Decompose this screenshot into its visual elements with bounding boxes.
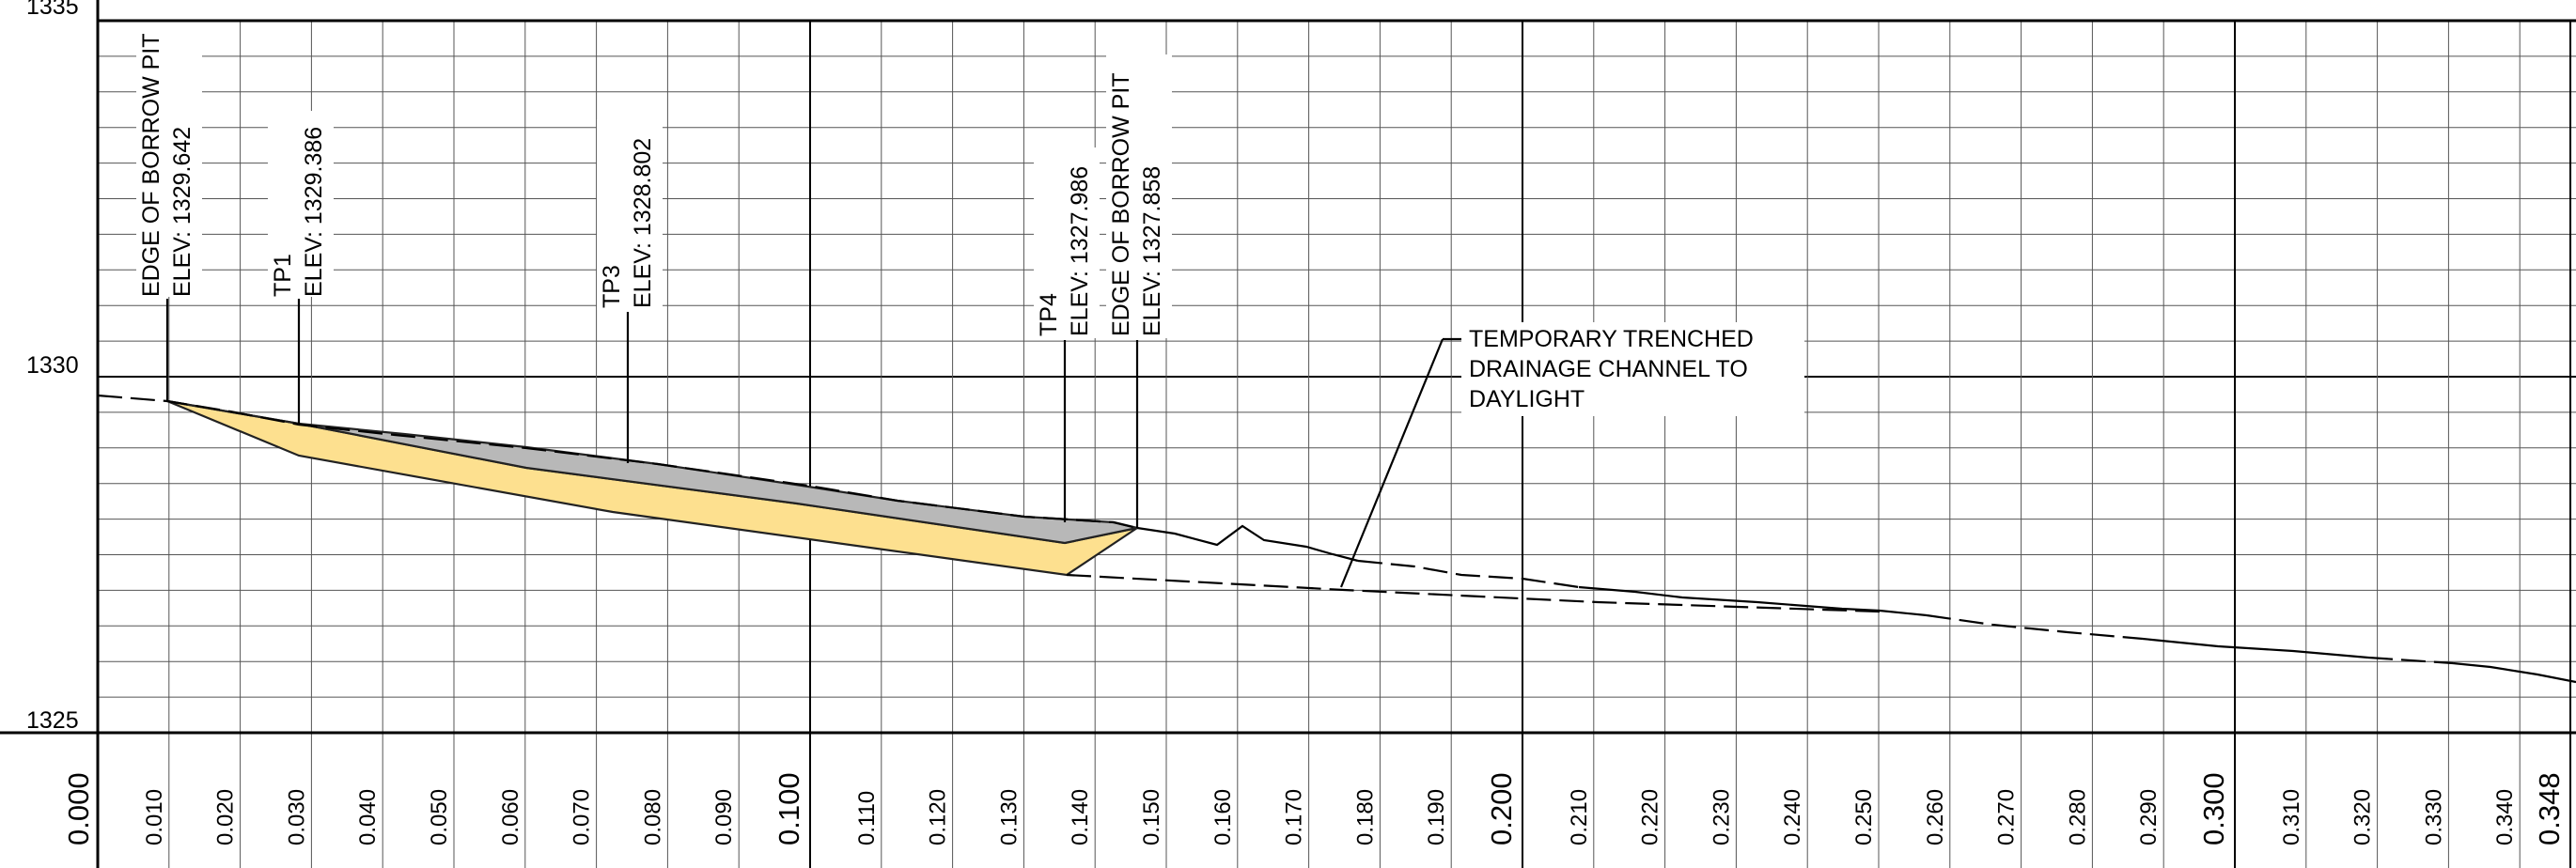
x-tick-label: 0.348 (2533, 772, 2566, 845)
x-tick-label: 0.240 (1780, 789, 1805, 845)
existing-ground-line-left (97, 394, 1138, 530)
x-tick-label: 0.000 (62, 772, 95, 845)
drainage-channel-callout: TEMPORARY TRENCHED DRAINAGE CHANNEL TO D… (1339, 322, 1804, 588)
label-edge-borrow-pit-left-line2: ELEV: 1329.642 (169, 127, 195, 297)
label-edge-borrow-pit-right-line1: EDGE OF BORROW PIT (1108, 72, 1134, 336)
x-tick-label: 0.170 (1282, 789, 1307, 845)
label-tp1: TP1 ELEV: 1329.386 (268, 111, 334, 297)
x-tick-label: 0.120 (926, 789, 951, 845)
x-tick-label: 0.010 (142, 789, 167, 845)
label-tp3-line2: ELEV: 1328.802 (630, 138, 656, 308)
x-tick-label: 0.040 (355, 789, 381, 845)
x-tick-label: 0.230 (1709, 789, 1734, 845)
x-tick-label: 0.330 (2421, 789, 2446, 845)
existing-ground-line-right-d (1926, 613, 2144, 641)
x-tick-label: 0.130 (996, 789, 1022, 845)
x-tick-label: 0.050 (427, 789, 452, 845)
x-tick-label: 0.020 (213, 789, 239, 845)
drainage-channel-line (1066, 573, 1881, 613)
label-tp3: TP3 ELEV: 1328.802 (597, 119, 663, 310)
label-edge-borrow-pit-left-line1: EDGE OF BORROW PIT (138, 33, 164, 297)
x-tick-label: 0.080 (640, 789, 665, 845)
x-axis-labels: 0.000 0.010 0.020 0.030 0.040 0.050 0.060 0.070… (62, 772, 2566, 845)
x-tick-label: 0.260 (1923, 789, 1948, 845)
x-tick-label: 0.310 (2279, 789, 2304, 845)
x-tick-label: 0.280 (2065, 789, 2090, 845)
existing-ground-line-right-a (1136, 524, 1359, 563)
x-tick-label: 0.200 (1485, 772, 1518, 845)
x-tick-label: 0.190 (1424, 789, 1449, 845)
x-tick-label: 0.140 (1068, 789, 1093, 845)
label-edge-borrow-pit-right-line2: ELEV: 1327.858 (1139, 166, 1165, 336)
label-tp4-line1: TP4 (1036, 293, 1062, 336)
callout-leader-diagonal (1339, 338, 1444, 588)
callout-line3: DAYLIGHT (1469, 386, 1585, 412)
y-label-1330: 1330 (26, 352, 79, 379)
x-tick-label: 0.070 (570, 789, 595, 845)
x-tick-label: 0.110 (854, 791, 880, 845)
x-tick-label: 0.320 (2350, 789, 2376, 845)
x-tick-label: 0.250 (1851, 789, 1877, 845)
label-tp1-line2: ELEV: 1329.386 (301, 127, 327, 297)
callout-line2: DRAINAGE CHANNEL TO (1469, 356, 1748, 382)
callout-line1: TEMPORARY TRENCHED (1469, 326, 1754, 352)
label-edge-borrow-pit-right: EDGE OF BORROW PIT ELEV: 1327.858 (1106, 54, 1172, 338)
label-edge-borrow-pit-left: EDGE OF BORROW PIT ELEV: 1329.642 (136, 17, 202, 297)
label-tp4: TP4 ELEV: 1327.986 (1034, 147, 1100, 338)
x-tick-label: 0.160 (1210, 789, 1236, 845)
label-tp4-line2: ELEV: 1327.986 (1067, 166, 1093, 336)
x-tick-label: 0.180 (1352, 789, 1378, 845)
x-tick-label: 0.220 (1638, 789, 1663, 845)
x-tick-label: 0.060 (498, 789, 523, 845)
existing-ground-line-right-e (2142, 637, 2369, 659)
y-label-1325: 1325 (26, 707, 79, 734)
existing-ground-line-right-g (2452, 661, 2576, 684)
x-tick-label: 0.210 (1567, 789, 1592, 845)
x-tick-label: 0.100 (773, 772, 805, 845)
x-tick-label: 0.290 (2136, 789, 2162, 845)
x-tick-label: 0.340 (2492, 789, 2518, 845)
x-tick-label: 0.150 (1139, 789, 1164, 845)
existing-ground-line-right-f (2367, 656, 2454, 665)
x-tick-label: 0.030 (284, 789, 309, 845)
x-tick-label: 0.270 (1994, 789, 2020, 845)
x-tick-label: 0.090 (711, 789, 737, 845)
y-label-1335: 1335 (26, 0, 79, 20)
label-tp1-line1: TP1 (270, 254, 296, 297)
x-tick-label: 0.300 (2197, 772, 2230, 845)
label-tp3-line1: TP3 (599, 265, 625, 308)
existing-ground-line-right-b (1357, 559, 1580, 589)
